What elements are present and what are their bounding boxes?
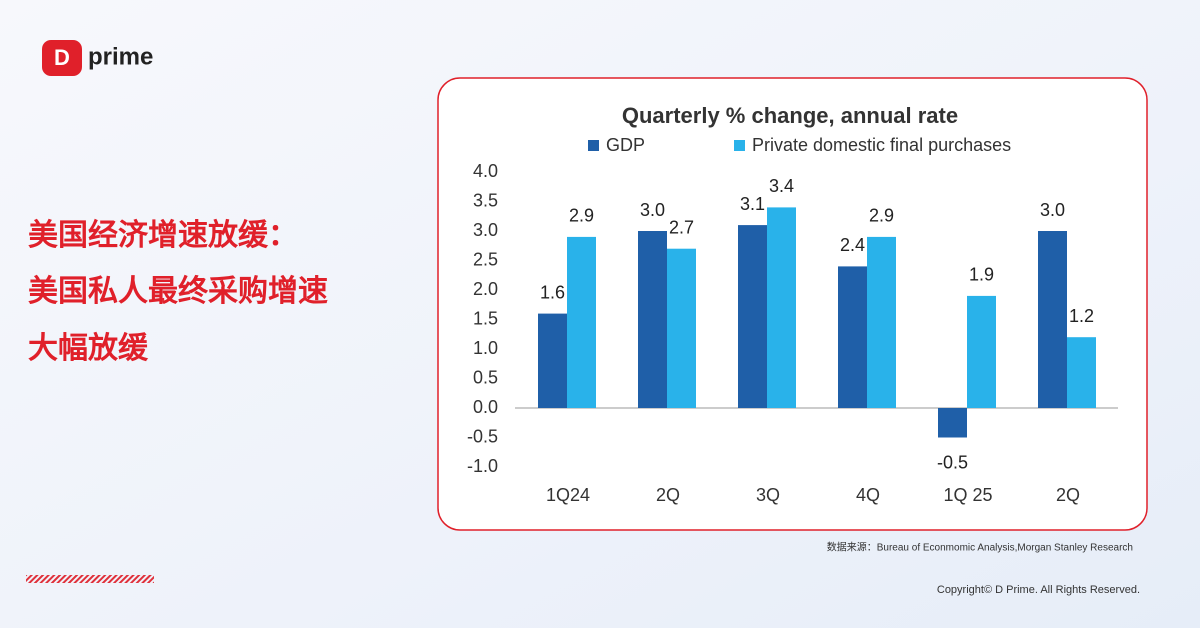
bar	[738, 225, 767, 408]
value-label: 1.6	[540, 282, 565, 302]
copyright: Copyright© D Prime. All Rights Reserved.	[937, 584, 1140, 596]
logo-text: prime	[88, 43, 153, 70]
x-tick-label: 2Q	[656, 485, 680, 505]
headline: 美国私人最终采购增速	[28, 274, 328, 308]
bar	[567, 236, 596, 408]
x-tick-label: 4Q	[856, 485, 880, 505]
bar	[1038, 231, 1067, 408]
decor-stripe	[26, 575, 154, 583]
value-label: -0.5	[937, 452, 968, 472]
source: 数据来源：Bureau of Econmomic Analysis,Morgan…	[827, 541, 1133, 554]
y-tick-label: 2.5	[473, 249, 498, 269]
chart-title: Quarterly % change, annual rate	[622, 103, 958, 128]
value-label: 3.0	[1040, 200, 1065, 220]
x-tick-label: 2Q	[1056, 485, 1080, 505]
bar	[767, 207, 796, 408]
x-tick-label: 1Q24	[546, 485, 590, 505]
y-tick-label: 1.0	[473, 338, 498, 358]
bar	[938, 408, 967, 438]
logo-icon	[42, 40, 82, 76]
y-tick-label: 3.0	[473, 220, 498, 240]
y-tick-label: 0.0	[473, 397, 498, 417]
bar	[667, 248, 696, 408]
value-label: 3.0	[640, 200, 665, 220]
headline: 大幅放缓	[28, 332, 149, 365]
bar	[1067, 337, 1096, 408]
y-tick-label: 4.0	[473, 161, 498, 181]
value-label: 2.7	[669, 217, 694, 237]
logo-letter: D	[54, 45, 70, 70]
bar	[638, 231, 667, 408]
bar	[838, 266, 867, 408]
bar	[538, 313, 567, 408]
y-tick-label: 0.5	[473, 367, 498, 387]
headline: 美国经济增速放缓：	[28, 218, 298, 252]
y-tick-label: -1.0	[467, 456, 498, 476]
y-tick-label: 1.5	[473, 308, 498, 328]
value-label: 3.4	[769, 176, 794, 196]
bar	[967, 295, 996, 408]
value-label: 3.1	[740, 194, 765, 214]
legend-swatch	[734, 140, 745, 151]
value-label: 2.9	[869, 206, 894, 226]
value-label: 2.4	[840, 235, 865, 255]
bar	[867, 236, 896, 408]
legend-label: Private domestic final purchases	[752, 135, 1011, 155]
y-tick-label: 3.5	[473, 190, 498, 210]
legend-label: GDP	[606, 135, 645, 155]
value-label: 1.2	[1069, 306, 1094, 326]
value-label: 1.9	[969, 265, 994, 285]
legend-swatch	[588, 140, 599, 151]
x-tick-label: 1Q 25	[943, 485, 992, 505]
value-label: 2.9	[569, 206, 594, 226]
x-tick-label: 3Q	[756, 485, 780, 505]
y-tick-label: 2.0	[473, 279, 498, 299]
y-tick-label: -0.5	[467, 426, 498, 446]
